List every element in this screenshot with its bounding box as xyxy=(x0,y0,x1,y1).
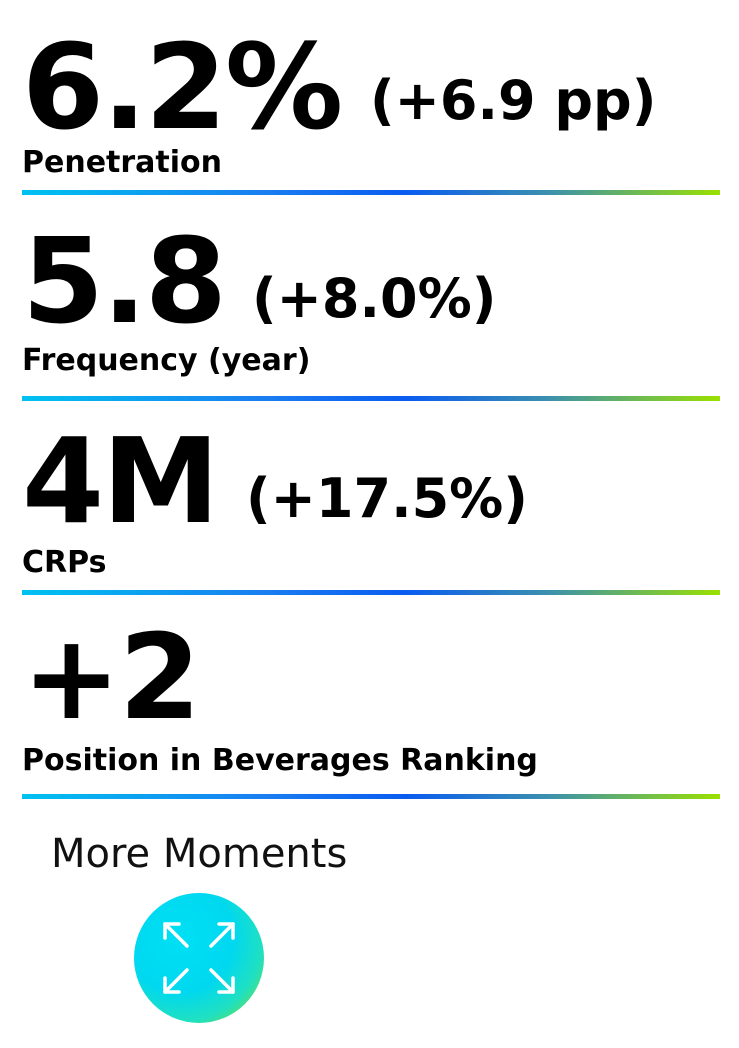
metric-change: (+17.5%) xyxy=(246,467,528,530)
metric-crps: 4M (+17.5%) CRPs xyxy=(22,420,722,620)
metric-value: 6.2% xyxy=(22,18,343,156)
more-moments-label: More Moments xyxy=(51,831,348,877)
metric-value: 5.8 xyxy=(22,212,227,350)
metric-change: (+6.9 pp) xyxy=(370,69,657,132)
metric-frequency: 5.8 (+8.0%) Frequency (year) xyxy=(22,222,722,422)
metric-label: Position in Beverages Ranking xyxy=(22,743,538,778)
expand-arrows-icon xyxy=(163,922,235,994)
divider xyxy=(22,590,720,595)
metric-label: Penetration xyxy=(22,145,223,180)
divider xyxy=(22,794,720,799)
metric-ranking: +2 Position in Beverages Ranking xyxy=(22,614,722,814)
metric-penetration: 6.2% (+6.9 pp) Penetration xyxy=(22,20,722,220)
metric-label: CRPs xyxy=(22,545,107,580)
divider xyxy=(22,396,720,401)
metric-value: +2 xyxy=(22,608,201,746)
more-moments-button[interactable] xyxy=(134,893,264,1023)
metric-label: Frequency (year) xyxy=(22,343,311,378)
metric-value: 4M xyxy=(22,412,220,550)
metric-change: (+8.0%) xyxy=(252,267,497,330)
divider xyxy=(22,190,720,195)
